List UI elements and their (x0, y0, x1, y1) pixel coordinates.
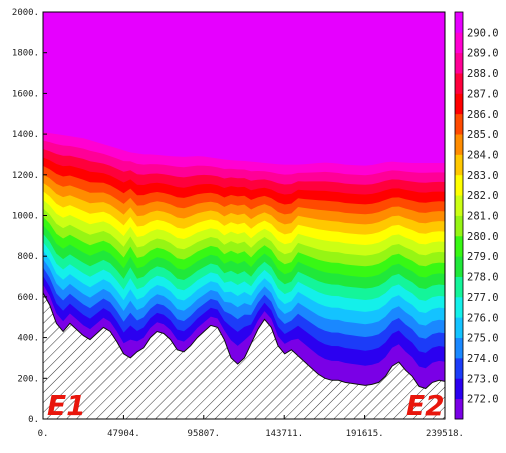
colorbar-box (455, 398, 463, 420)
colorbar-box (455, 317, 463, 338)
colorbar-box (455, 93, 463, 115)
colorbar-box (455, 32, 463, 54)
y-tick-label: 1200. (12, 171, 39, 181)
colorbar-label: 284.0 (467, 149, 499, 161)
colorbar-label: 282.0 (467, 190, 499, 202)
y-tick-label: 800. (17, 252, 39, 262)
endpoint-label-end: E2 (406, 389, 445, 422)
colorbar-label: 281.0 (467, 211, 499, 223)
colorbar-box (455, 276, 463, 298)
x-tick-label: 0. (38, 429, 49, 439)
x-tick-label: 95807. (188, 429, 221, 439)
colorbar-label: 288.0 (467, 68, 499, 80)
y-tick-label: 400. (17, 334, 39, 344)
colorbar-label: 276.0 (467, 312, 499, 324)
colorbar-box (455, 256, 463, 277)
x-tick-label: 239518. (426, 429, 464, 439)
colorbar: 272.0 273.0 274.0 275.0 276.0 277.0 278.0 279.0… (454, 11, 499, 420)
colorbar-frame (454, 11, 464, 420)
colorbar-label: 290.0 (467, 27, 499, 39)
colorbar-label: 275.0 (467, 333, 499, 345)
colorbar-box (455, 195, 463, 216)
x-tick-label: 143711. (265, 429, 303, 439)
y-tick-label: 1600. (12, 89, 39, 99)
colorbar-label: 285.0 (467, 129, 499, 141)
colorbar-box (455, 357, 463, 379)
terrain-hatch (43, 292, 445, 419)
colorbar-box (455, 134, 463, 155)
colorbar-label: 286.0 (467, 109, 499, 121)
y-tick-label: 600. (17, 293, 39, 303)
colorbar-box (455, 154, 463, 176)
y-tick-label: 200. (17, 374, 39, 384)
y-axis: 0. 200. 400. 600. 800. 1000. 1200. 1400. 1600. 18… (12, 8, 47, 425)
colorbar-box (455, 235, 463, 257)
y-tick-label: 1800. (12, 49, 39, 59)
colorbar-box (455, 296, 463, 318)
colorbar-box (455, 12, 463, 33)
x-tick-label: 47904. (107, 429, 140, 439)
x-axis: 0. 47904. 95807. 143711. 191615. 239518. (38, 415, 464, 439)
colorbar-box (455, 337, 463, 359)
colorbar-label: 280.0 (467, 231, 499, 243)
colorbar-label: 279.0 (467, 251, 499, 263)
colorbar-label: 283.0 (467, 170, 499, 182)
colorbar-label: 272.0 (467, 394, 499, 406)
colorbar-box (455, 73, 463, 94)
y-tick-label: 2000. (12, 8, 39, 18)
colorbar-label: 277.0 (467, 292, 499, 304)
colorbar-label: 278.0 (467, 272, 499, 284)
colorbar-box (455, 215, 463, 237)
y-tick-label: 1400. (12, 130, 39, 140)
colorbar-label: 274.0 (467, 353, 499, 365)
colorbar-box (455, 378, 463, 400)
y-tick-label: 0. (28, 415, 39, 425)
colorbar-label: 287.0 (467, 88, 499, 100)
y-tick-label: 1000. (12, 212, 39, 222)
colorbar-label: 273.0 (467, 373, 499, 385)
colorbar-label: 289.0 (467, 48, 499, 60)
endpoint-label-start: E1 (47, 389, 86, 422)
colorbar-box (455, 52, 463, 74)
x-tick-label: 191615. (346, 429, 384, 439)
colorbar-box (455, 174, 463, 196)
colorbar-box (455, 113, 463, 135)
